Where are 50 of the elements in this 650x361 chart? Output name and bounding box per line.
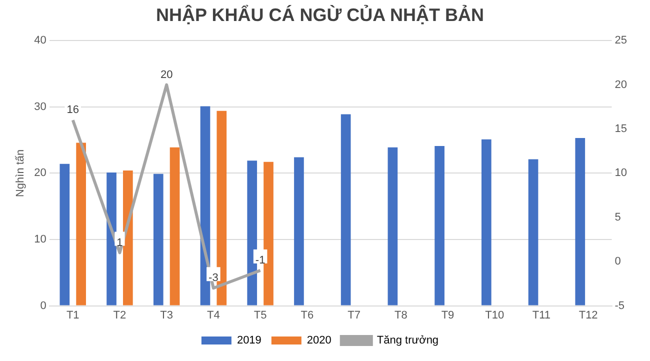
x-tick-label: T10 (485, 309, 504, 322)
y2-tick-label: 5 (614, 211, 621, 224)
bar (575, 138, 586, 306)
x-tick-label: T2 (113, 309, 126, 322)
y-tick-label: 10 (34, 234, 46, 246)
y-tick-label: 30 (34, 100, 46, 113)
y2-tick-label: 0 (614, 256, 621, 268)
data-label: -3 (208, 272, 218, 284)
bar (76, 142, 86, 306)
x-tick-label: T1 (66, 309, 80, 322)
data-label: 16 (66, 104, 79, 116)
x-tick-label: T3 (160, 309, 174, 322)
y2-tick-label: 25 (614, 34, 628, 47)
legend-label: 2020 (306, 334, 332, 347)
data-label: 1 (116, 236, 123, 249)
bar (528, 159, 538, 306)
legend-label: Tăng trưởng (376, 334, 439, 347)
data-label: 20 (160, 68, 173, 81)
bar (60, 164, 70, 306)
bar (153, 174, 164, 306)
y-axis-title: Nghìn tấn (14, 149, 27, 198)
x-tick-label: T7 (348, 309, 360, 322)
x-tick-label: T12 (578, 309, 598, 322)
bar (123, 170, 133, 306)
chart-title: NHẬP KHẨU CÁ NGỪ CỦA NHẬT BẢN (156, 4, 484, 25)
legend-label: 2019 (236, 334, 262, 347)
x-tick-label: T6 (300, 309, 314, 322)
x-tick-label: T8 (394, 309, 408, 322)
bar (216, 110, 227, 306)
bar (247, 160, 258, 306)
y2-tick-label: 15 (614, 123, 628, 136)
bar (294, 157, 304, 306)
y2-tick-label: 20 (614, 78, 628, 91)
y-tick-label: 0 (40, 300, 46, 312)
bar (264, 162, 274, 306)
x-tick-label: T9 (441, 309, 454, 322)
x-tick-label: T5 (254, 309, 267, 322)
bar (170, 147, 180, 306)
x-tick-label: T4 (207, 309, 220, 322)
y-tick-label: 40 (34, 34, 46, 47)
y-tick-label: 20 (34, 167, 46, 180)
y2-tick-label: -5 (614, 300, 625, 312)
bar (106, 172, 116, 306)
bar (340, 114, 351, 306)
bar (388, 147, 398, 306)
data-label: -1 (255, 254, 266, 266)
y2-tick-label: 10 (614, 167, 628, 180)
x-tick-label: T11 (532, 309, 551, 322)
bar (481, 139, 492, 306)
bar (434, 146, 444, 306)
